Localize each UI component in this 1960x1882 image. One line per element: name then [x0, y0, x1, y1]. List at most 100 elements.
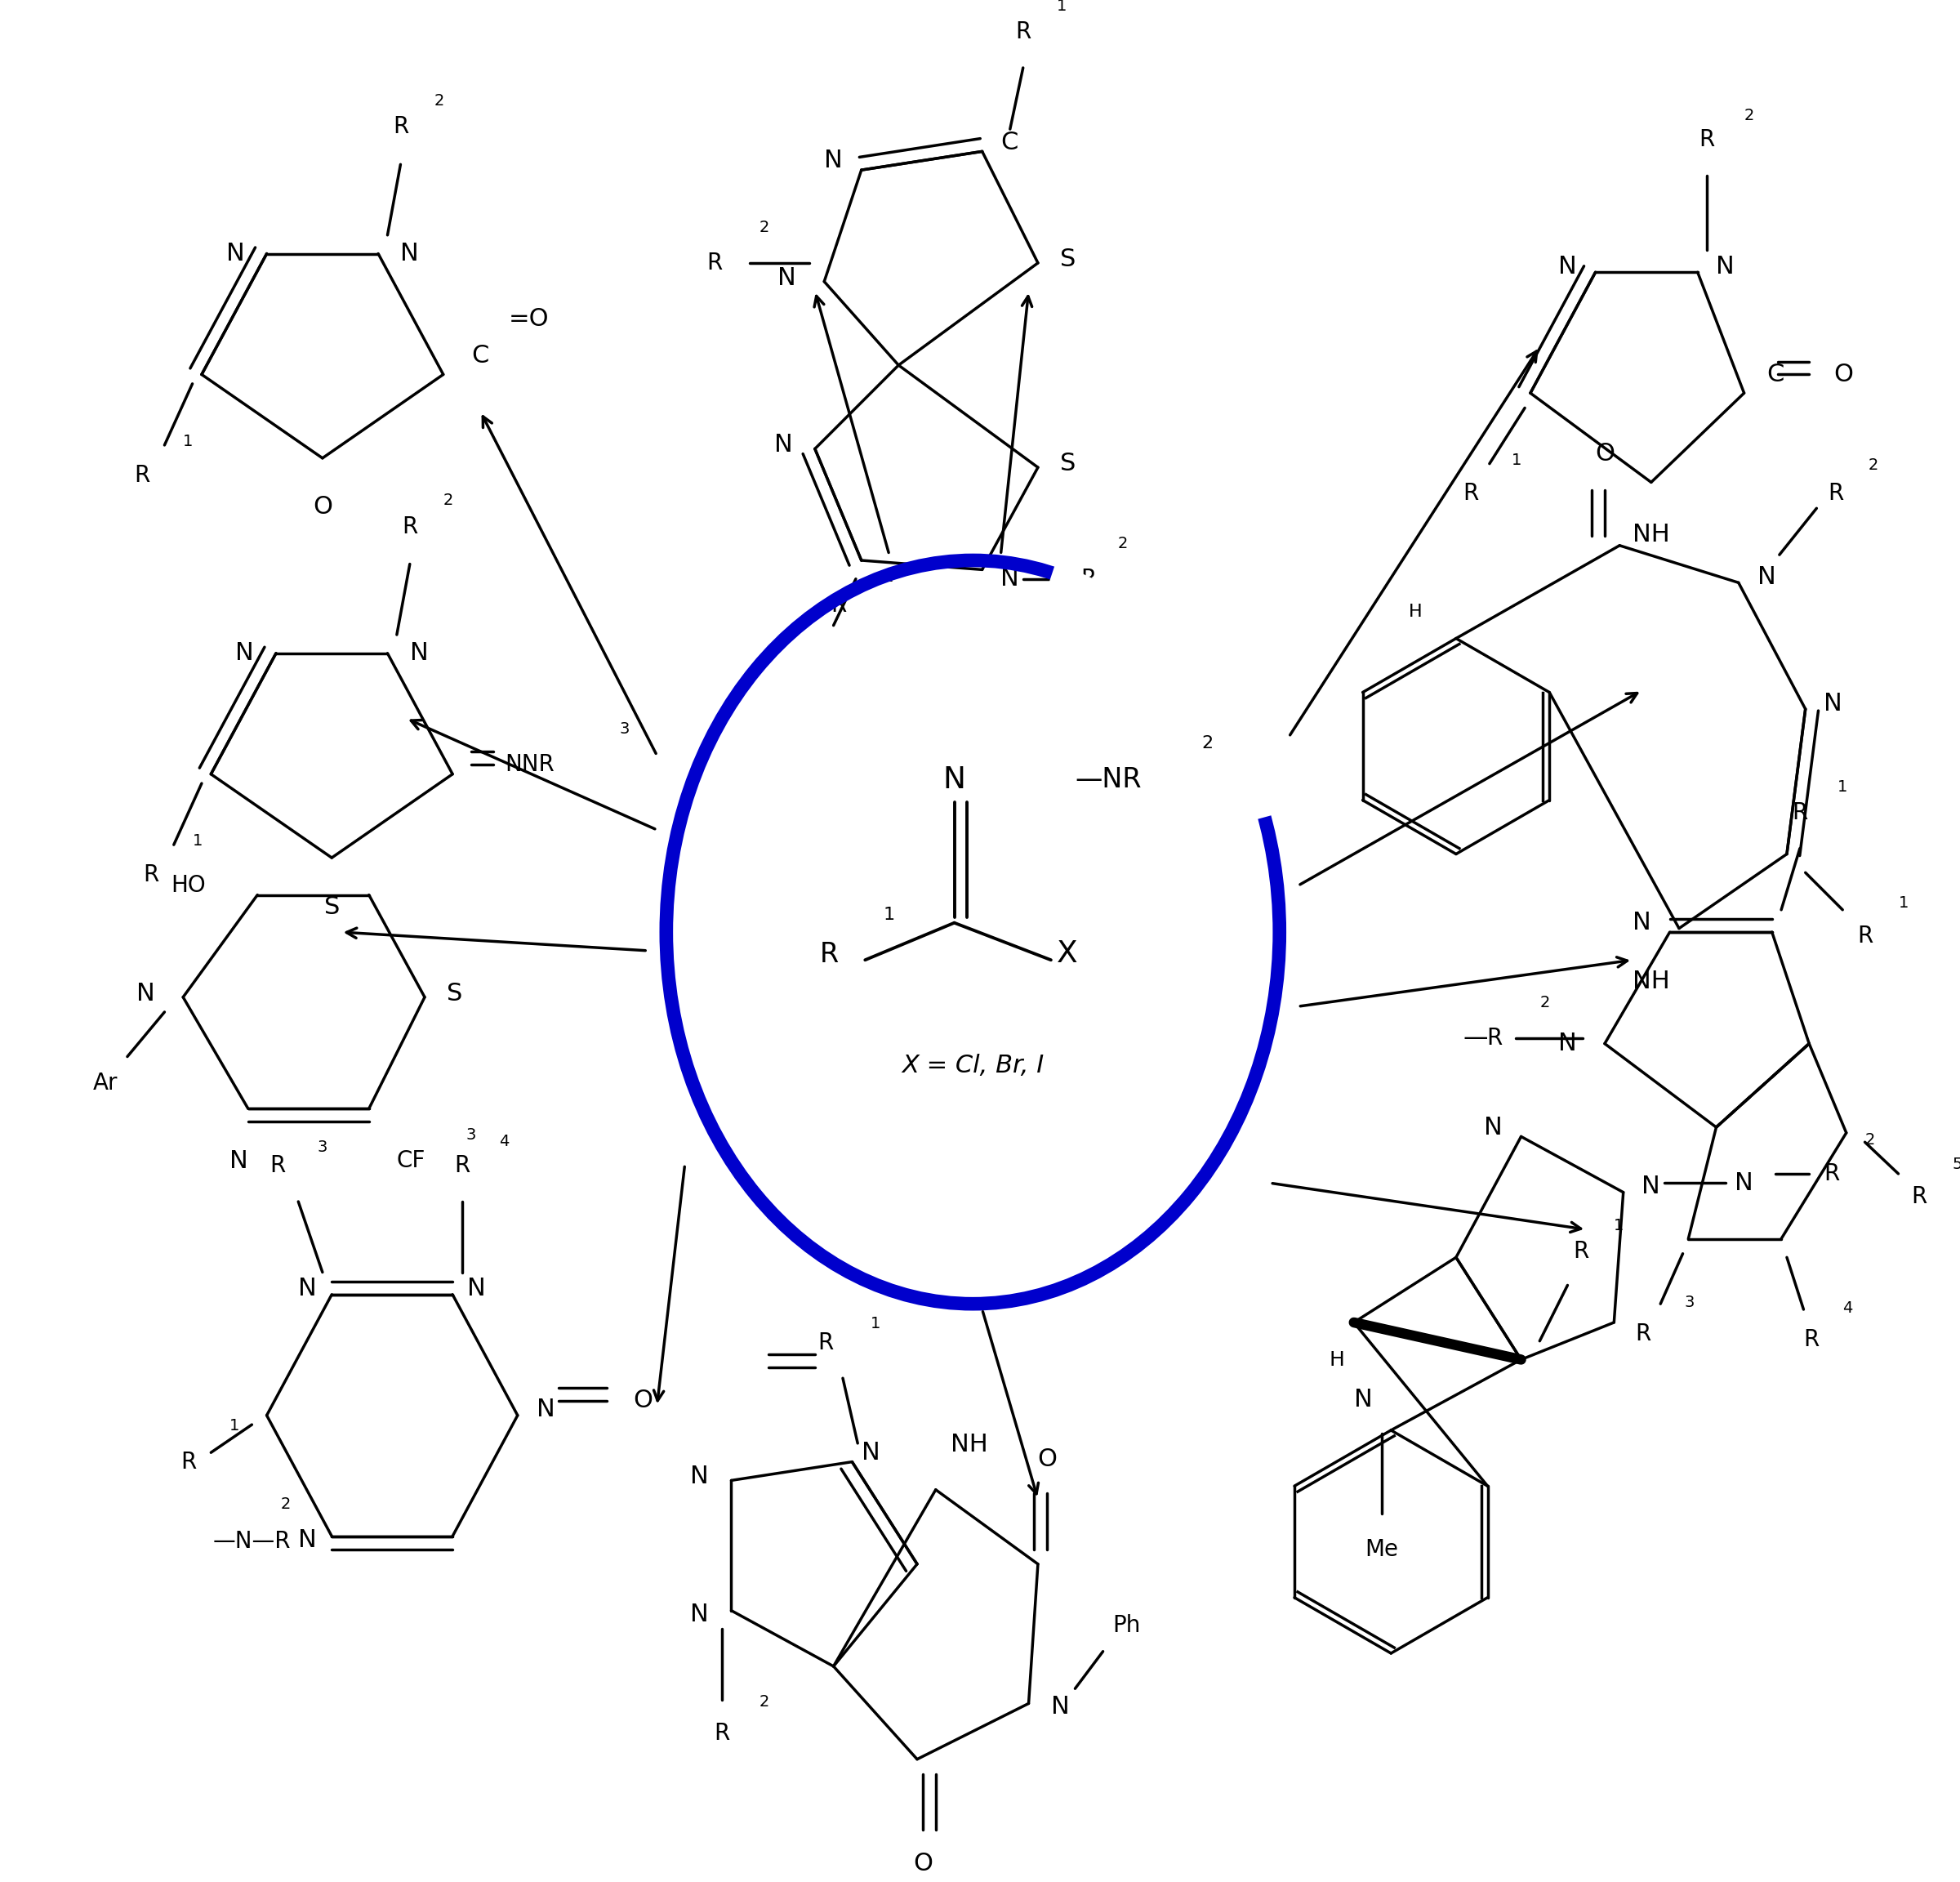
Text: R: R	[1080, 568, 1096, 591]
Text: N: N	[225, 241, 245, 265]
Text: 2: 2	[1541, 996, 1550, 1011]
Text: N: N	[690, 1464, 710, 1489]
Text: R: R	[1911, 1186, 1927, 1208]
Text: 3: 3	[619, 721, 629, 738]
Text: 5: 5	[1952, 1157, 1960, 1172]
Text: N: N	[1633, 911, 1650, 935]
Text: R: R	[392, 115, 408, 139]
Text: 1: 1	[192, 834, 202, 849]
Text: N: N	[1484, 1116, 1503, 1139]
Text: R: R	[1803, 1329, 1819, 1351]
Text: N: N	[298, 1278, 318, 1300]
Text: 1: 1	[1837, 779, 1846, 794]
Text: R: R	[1825, 1163, 1840, 1186]
Text: 2: 2	[1117, 536, 1127, 551]
Text: N: N	[1354, 1387, 1372, 1412]
Text: N: N	[1558, 254, 1578, 279]
Text: R: R	[180, 1451, 196, 1474]
Text: C: C	[470, 344, 488, 367]
Text: H: H	[1329, 1349, 1345, 1370]
Text: N: N	[1756, 565, 1776, 589]
Text: R: R	[143, 864, 159, 886]
Text: R: R	[270, 1154, 286, 1178]
Text: C: C	[1002, 130, 1017, 154]
Text: NNR: NNR	[504, 753, 555, 775]
Text: R: R	[1858, 924, 1874, 947]
Text: R: R	[402, 516, 417, 538]
Text: NH: NH	[1633, 969, 1670, 994]
Text: 1: 1	[1613, 1218, 1625, 1233]
Text: Ph: Ph	[1111, 1613, 1141, 1637]
Text: 2: 2	[1201, 736, 1213, 751]
Text: 1: 1	[884, 570, 894, 585]
Text: R: R	[819, 941, 839, 967]
Text: 3: 3	[318, 1140, 327, 1156]
Text: 1: 1	[1511, 452, 1521, 469]
Text: N: N	[1735, 1171, 1754, 1195]
Text: 2: 2	[1868, 457, 1880, 472]
Text: CF: CF	[396, 1150, 425, 1172]
Text: O: O	[1833, 363, 1852, 386]
Text: R: R	[1488, 1026, 1503, 1050]
Text: N: N	[825, 149, 843, 173]
Text: S: S	[447, 982, 463, 1005]
Text: N: N	[298, 1528, 318, 1553]
Text: H: H	[1409, 604, 1423, 619]
Text: R: R	[1462, 482, 1478, 504]
Text: R: R	[1699, 128, 1715, 151]
Text: O: O	[1595, 442, 1615, 465]
Text: =O: =O	[508, 307, 549, 331]
Text: —NR: —NR	[1076, 766, 1143, 792]
Text: O: O	[314, 495, 333, 519]
Text: X: X	[1056, 939, 1078, 969]
Text: O: O	[633, 1389, 653, 1412]
Text: N: N	[229, 1150, 249, 1172]
Text: —: —	[1462, 1026, 1488, 1050]
Text: NH: NH	[1633, 523, 1670, 548]
Text: R: R	[1829, 482, 1844, 504]
Text: N: N	[400, 241, 419, 265]
Text: 1: 1	[870, 1316, 880, 1332]
Text: N: N	[1558, 1031, 1578, 1056]
Text: R: R	[455, 1154, 470, 1178]
Text: 2: 2	[759, 1694, 768, 1709]
Text: R: R	[713, 1722, 729, 1745]
Text: N: N	[778, 265, 796, 290]
Text: R: R	[1574, 1240, 1590, 1263]
Text: 1: 1	[182, 435, 194, 450]
Text: Ar: Ar	[94, 1071, 118, 1093]
Text: R: R	[1791, 802, 1807, 824]
Text: N: N	[1642, 1174, 1660, 1199]
Text: 3: 3	[466, 1127, 476, 1142]
Text: R: R	[817, 1331, 833, 1353]
Text: N: N	[774, 433, 792, 457]
Text: O: O	[913, 1852, 933, 1876]
Text: N: N	[537, 1398, 555, 1421]
Text: 2: 2	[1864, 1133, 1876, 1148]
Text: 4: 4	[1842, 1300, 1852, 1316]
Text: N: N	[410, 642, 429, 664]
Text: S: S	[1060, 247, 1076, 271]
Text: S: S	[1060, 452, 1076, 476]
Text: 2: 2	[280, 1496, 290, 1511]
Text: 1: 1	[1056, 0, 1066, 13]
Text: 1: 1	[229, 1419, 239, 1434]
Text: 1: 1	[1899, 896, 1909, 911]
Text: R: R	[1635, 1323, 1650, 1346]
Text: N: N	[137, 982, 155, 1005]
Text: S: S	[323, 896, 339, 918]
Text: —N—R: —N—R	[214, 1530, 290, 1553]
Text: 2: 2	[433, 92, 445, 109]
Text: N: N	[235, 642, 253, 664]
Text: 4: 4	[500, 1135, 510, 1150]
Text: HO: HO	[171, 875, 206, 898]
Text: C: C	[1766, 363, 1784, 386]
Text: X = Cl, Br, I: X = Cl, Br, I	[902, 1054, 1045, 1078]
Text: R: R	[831, 595, 847, 617]
Text: 2: 2	[443, 493, 453, 508]
Text: R: R	[1015, 21, 1031, 43]
Text: R: R	[706, 252, 721, 275]
Text: Me: Me	[1364, 1538, 1397, 1560]
Text: 2: 2	[759, 220, 768, 235]
Text: NH: NH	[951, 1432, 988, 1457]
